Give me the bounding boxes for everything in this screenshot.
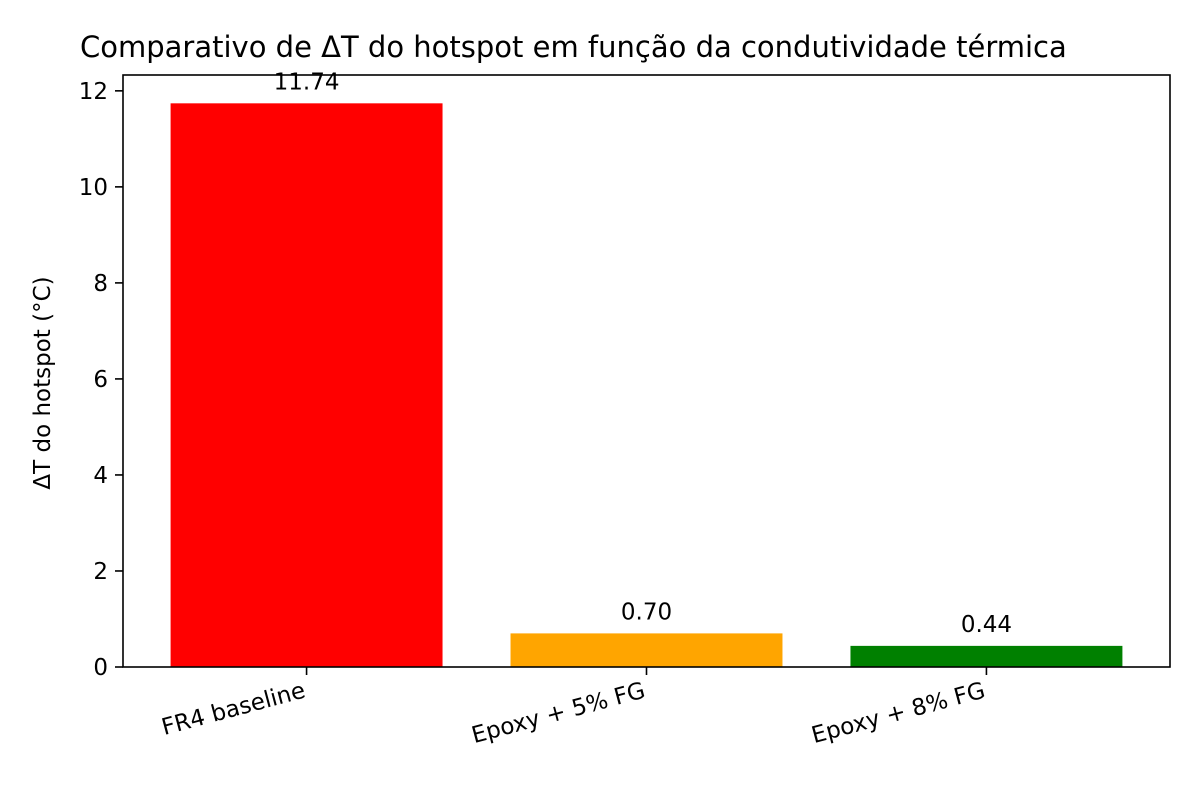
x-axis: FR4 baseline Epoxy + 5% FG Epoxy + 8% FG [159, 667, 988, 749]
x-tick-label-2: Epoxy + 8% FG [809, 678, 988, 749]
y-tick-label-1: 2 [93, 559, 108, 585]
y-tick-label-6: 12 [79, 79, 108, 105]
bar-value-label-1: 0.70 [621, 599, 672, 625]
y-tick-label-3: 6 [93, 367, 108, 393]
bar-value-label-2: 0.44 [961, 612, 1012, 638]
y-tick-label-0: 0 [93, 655, 108, 681]
y-tick-label-5: 10 [79, 175, 108, 201]
axes-frame [122, 74, 1171, 668]
y-tick-label-4: 8 [93, 271, 108, 297]
chart-title: Comparativo de ΔT do hotspot em função d… [80, 30, 1067, 64]
x-tick-label-0: FR4 baseline [159, 678, 308, 741]
plot-area: 11.74 0.70 0.44 [170, 69, 1123, 668]
bar-0 [170, 103, 443, 668]
bar-1 [510, 633, 783, 667]
bar-2 [850, 645, 1123, 667]
y-tick-label-2: 4 [93, 463, 108, 489]
y-axis: 0 2 4 6 8 10 12 [79, 79, 123, 681]
y-axis-label: ΔT do hotspot (°C) [30, 276, 56, 489]
bar-value-label-0: 11.74 [274, 69, 340, 95]
x-tick-label-1: Epoxy + 5% FG [469, 678, 648, 749]
